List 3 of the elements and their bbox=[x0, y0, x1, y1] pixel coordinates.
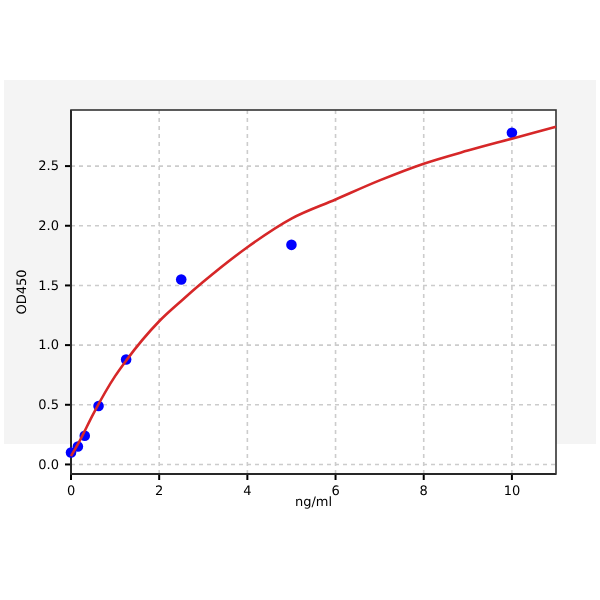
point bbox=[286, 239, 297, 251]
point bbox=[506, 127, 518, 138]
point bbox=[175, 274, 187, 285]
